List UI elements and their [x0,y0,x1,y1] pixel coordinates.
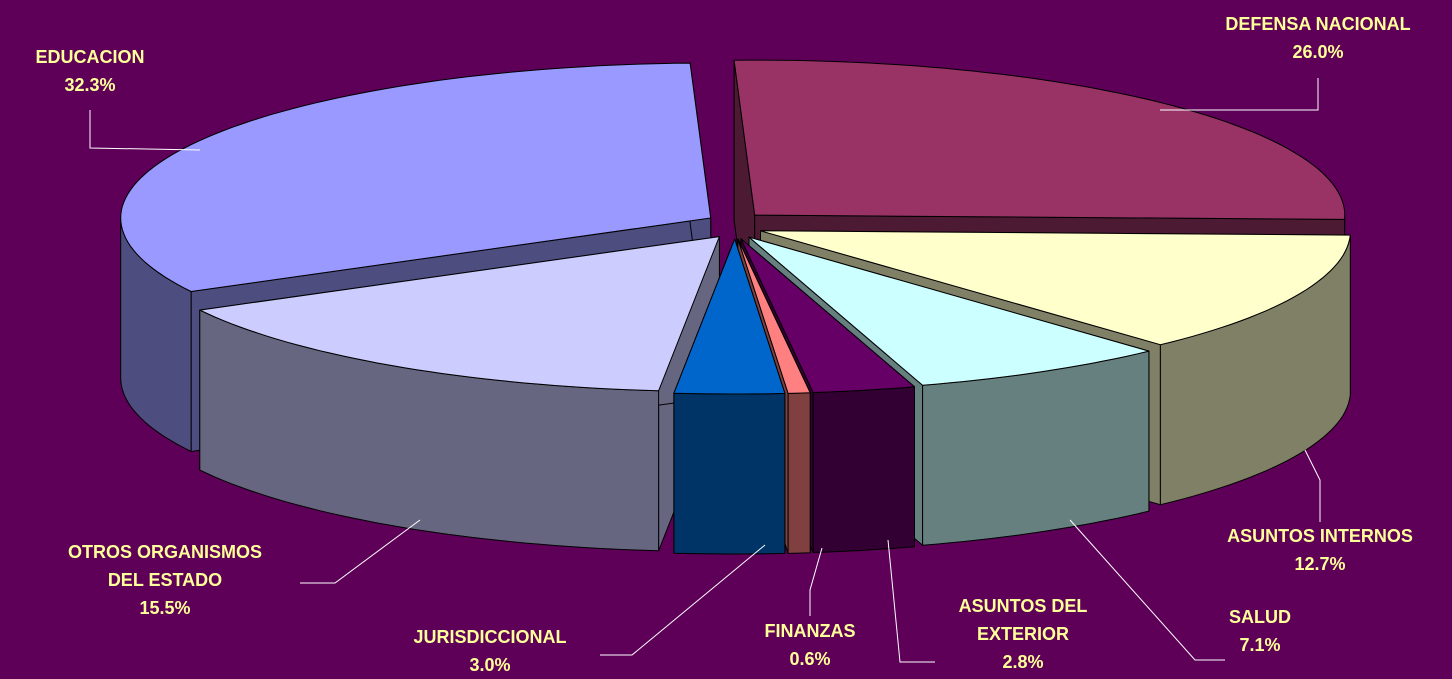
slice-label: JURISDICCIONAL [413,627,566,647]
label-line: ASUNTOS INTERNOS [1227,526,1413,546]
label-line: EXTERIOR [977,624,1069,644]
leader-line [1069,519,1225,661]
value-label: 12.7% [1294,554,1345,574]
label-line: OTROS ORGANISMOS [68,542,262,562]
slice-outer-wall [787,392,811,554]
value-label: 32.3% [64,75,115,95]
leader-line [1304,449,1321,522]
label-line: DEFENSA NACIONAL [1225,14,1410,34]
slice-top [120,62,712,292]
label-line: FINANZAS [765,621,856,641]
leader-line [1160,78,1319,111]
slice-top [740,238,915,393]
value-label: 0.6% [789,649,830,669]
slice-top [733,59,1346,220]
slice-top [737,238,811,394]
slice-label: EDUCACION [35,47,144,67]
slice-top [748,236,1150,386]
leader-line [89,110,201,151]
labels: DEFENSA NACIONAL 26.0% ASUNTOS INTERNOS 12.… [35,14,1412,675]
label-line: JURISDICCIONAL [413,627,566,647]
value-label: 26.0% [1292,42,1343,62]
slice-label: OTROS ORGANISMOS DEL ESTADO [68,542,262,590]
label-line: DEL ESTADO [108,570,222,590]
value-label: 7.1% [1239,635,1280,655]
leader-line [887,539,935,663]
value-label: 3.0% [469,655,510,675]
slice-label: DEFENSA NACIONAL [1225,14,1410,34]
slice [199,236,720,552]
slice [673,238,786,555]
leader-line [600,544,766,656]
slice-label: SALUD [1229,607,1291,627]
label-line: EDUCACION [35,47,144,67]
pie [120,59,1351,555]
leader-line [809,547,823,616]
slice-outer-wall [812,386,915,553]
slice-label: FINANZAS [765,621,856,641]
slice-top [760,230,1351,346]
slice-outer-wall [673,392,786,555]
slice-top [199,236,720,392]
slice-top [673,238,786,395]
slice-label: ASUNTOS INTERNOS [1227,526,1413,546]
value-label: 2.8% [1002,652,1043,672]
label-line: ASUNTOS DEL [959,596,1088,616]
leader-line [300,519,421,584]
label-line: SALUD [1229,607,1291,627]
value-label: 15.5% [139,598,190,618]
slice-label: ASUNTOS DEL EXTERIOR [959,596,1088,644]
